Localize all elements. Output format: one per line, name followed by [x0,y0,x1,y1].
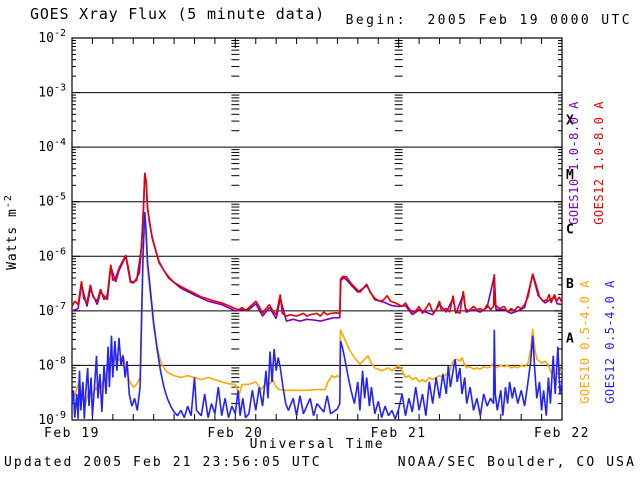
series-line-goes10-long [71,172,563,322]
page-title: GOES Xray Flux (5 minute data) [30,5,325,23]
flare-class-label: M [566,168,574,183]
legend-label-goes12-short: GOES12 0.5-4.0 A [603,280,617,404]
x-axis-title: Universal Time [249,437,385,452]
y-tick-label: 10-9 [38,410,66,428]
legend-label-goes12-long: GOES12 1.0-8.0 A [592,101,606,225]
flare-class-label: X [566,113,574,128]
x-tick-label: Feb 22 [534,426,590,441]
y-axis-title: Watts m-2 [3,194,20,270]
legend-label-goes10-short: GOES10 0.5-4.0 A [578,280,592,404]
series-line-goes12-long [71,173,563,317]
series-line-goes12-short [71,211,563,420]
y-tick-label: 10-6 [38,246,66,264]
credit-text: NOAA/SEC Boulder, CO USA [397,455,636,470]
flare-class-label: A [566,332,574,347]
flare-class-label: B [566,277,574,292]
legend-label-goes10-long: GOES10 1.0-8.0 A [567,101,581,225]
y-tick-label: 10-7 [38,301,66,319]
x-tick-label: Feb 21 [371,426,427,441]
y-tick-label: 10-4 [38,137,66,155]
y-tick-label: 10-8 [38,355,66,373]
flare-class-label: C [566,223,574,238]
y-tick-label: 10-5 [38,192,66,210]
y-tick-label: 10-3 [38,83,66,101]
begin-timestamp: Begin: 2005 Feb 19 0000 UTC [345,13,632,28]
y-tick-label: 10-2 [38,28,66,46]
x-tick-label: Feb 19 [44,426,100,441]
x-tick-label: Feb 20 [207,426,263,441]
updated-timestamp: Updated 2005 Feb 21 23:56:05 UTC [4,455,322,470]
